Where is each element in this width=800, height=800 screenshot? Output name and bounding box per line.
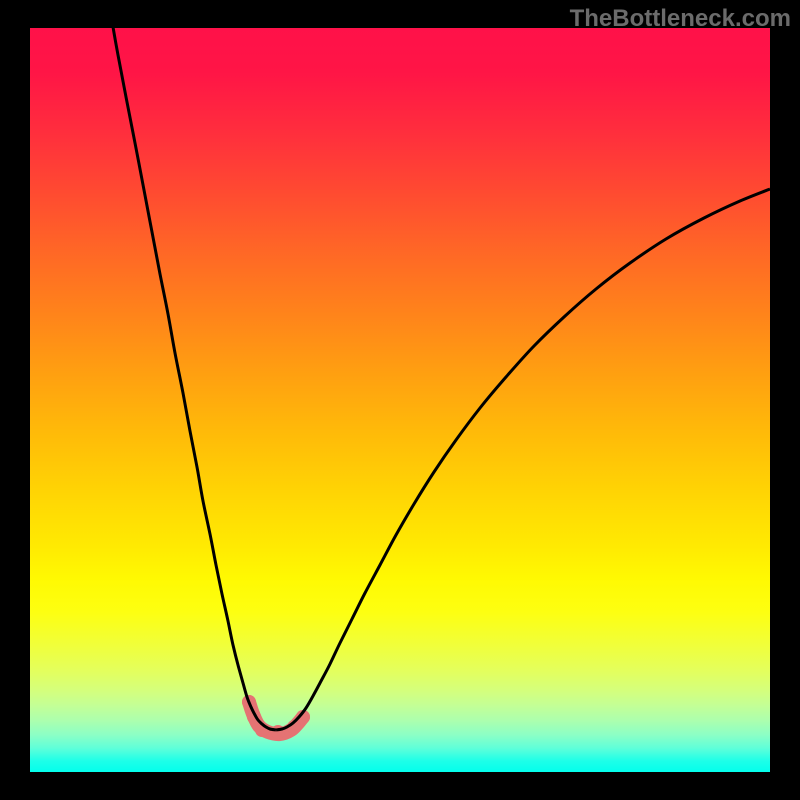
plot-background [30,28,770,772]
bottom-marker-dot [271,725,285,739]
watermark-text: TheBottleneck.com [570,5,791,33]
chart-canvas [0,0,800,800]
